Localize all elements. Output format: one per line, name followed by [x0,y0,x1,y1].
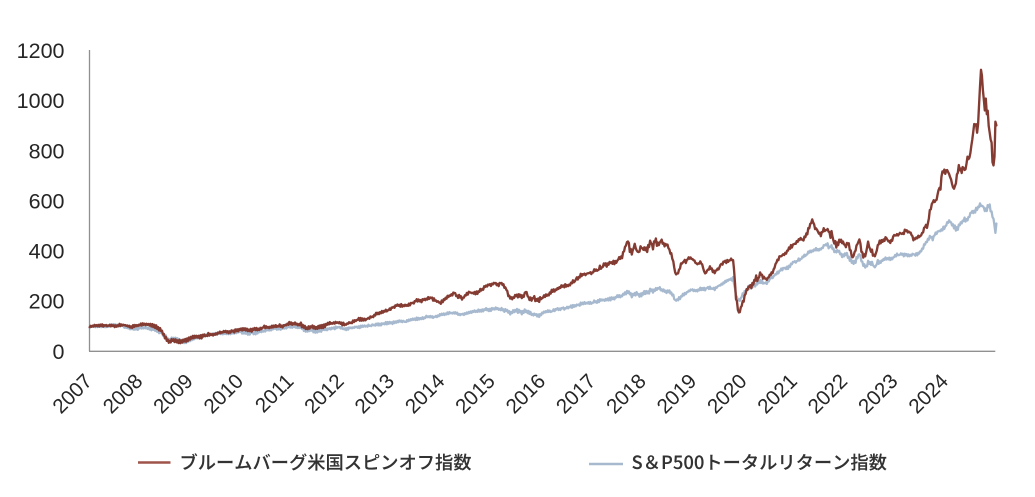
svg-text:0: 0 [53,340,65,364]
svg-text:200: 200 [29,290,65,314]
svg-text:800: 800 [29,139,65,163]
svg-text:400: 400 [29,240,65,264]
svg-text:1000: 1000 [17,89,65,113]
svg-text:600: 600 [29,189,65,213]
svg-text:1200: 1200 [17,39,65,63]
